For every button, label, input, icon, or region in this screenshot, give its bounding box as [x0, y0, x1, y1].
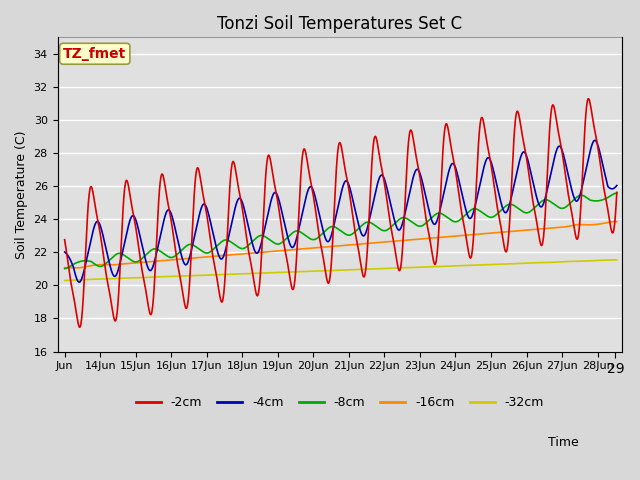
Text: TZ_fmet: TZ_fmet	[63, 47, 127, 61]
Legend: -2cm, -4cm, -8cm, -16cm, -32cm: -2cm, -4cm, -8cm, -16cm, -32cm	[131, 391, 549, 414]
Text: Time: Time	[548, 436, 579, 449]
Title: Tonzi Soil Temperatures Set C: Tonzi Soil Temperatures Set C	[218, 15, 463, 33]
Y-axis label: Soil Temperature (C): Soil Temperature (C)	[15, 130, 28, 259]
